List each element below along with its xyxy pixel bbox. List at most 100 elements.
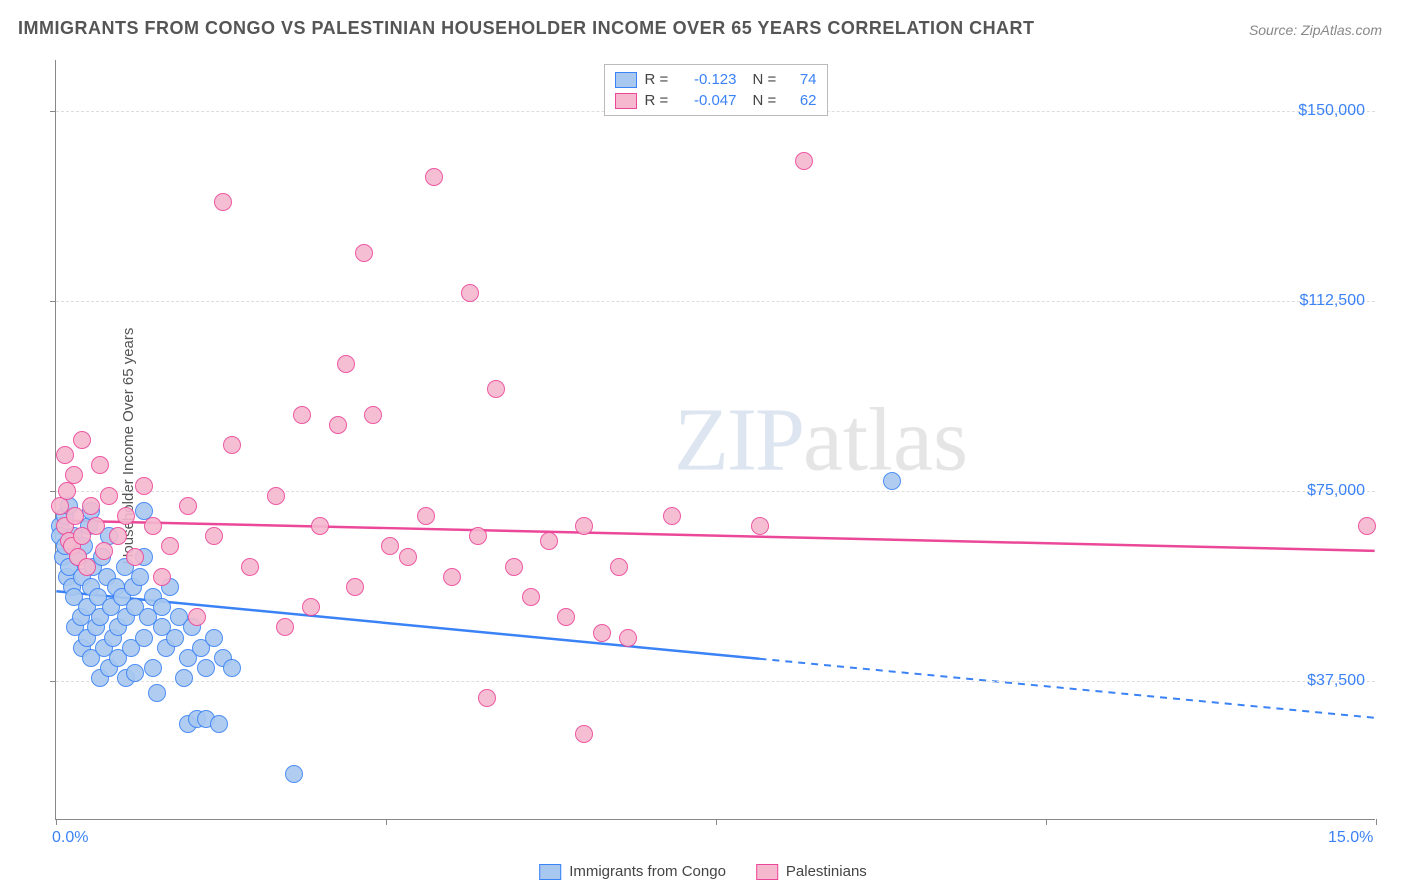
n-label: N = (753, 92, 781, 109)
scatter-point-series-0 (205, 629, 223, 647)
swatch-series-1 (756, 864, 778, 880)
scatter-point-series-1 (241, 558, 259, 576)
scatter-point-series-1 (399, 548, 417, 566)
y-tick-mark (50, 111, 56, 112)
scatter-point-series-1 (73, 431, 91, 449)
scatter-point-series-1 (329, 416, 347, 434)
scatter-point-series-1 (1358, 517, 1376, 535)
scatter-point-series-1 (91, 456, 109, 474)
chart-title: IMMIGRANTS FROM CONGO VS PALESTINIAN HOU… (18, 18, 1035, 39)
x-tick-mark (386, 819, 387, 825)
scatter-point-series-1 (276, 618, 294, 636)
scatter-point-series-1 (56, 446, 74, 464)
scatter-point-series-1 (522, 588, 540, 606)
scatter-point-series-1 (355, 244, 373, 262)
n-value-series-0: 74 (789, 71, 817, 88)
n-value-series-1: 62 (789, 92, 817, 109)
scatter-point-series-0 (285, 765, 303, 783)
scatter-point-series-1 (381, 537, 399, 555)
r-value-series-0: -0.123 (681, 71, 737, 88)
scatter-point-series-0 (135, 629, 153, 647)
scatter-point-series-1 (78, 558, 96, 576)
trend-lines-layer (56, 60, 1375, 819)
scatter-point-series-1 (126, 548, 144, 566)
scatter-point-series-0 (210, 715, 228, 733)
scatter-point-series-0 (197, 659, 215, 677)
scatter-point-series-0 (175, 669, 193, 687)
gridline (56, 491, 1375, 492)
scatter-point-series-1 (425, 168, 443, 186)
x-tick-mark (716, 819, 717, 825)
scatter-point-series-0 (223, 659, 241, 677)
scatter-point-series-1 (87, 517, 105, 535)
y-tick-label: $37,500 (1307, 672, 1365, 690)
scatter-point-series-1 (95, 542, 113, 560)
scatter-point-series-1 (100, 487, 118, 505)
trendline-dashed-series-0 (759, 659, 1374, 718)
scatter-point-series-1 (135, 477, 153, 495)
scatter-point-series-1 (302, 598, 320, 616)
scatter-point-series-1 (610, 558, 628, 576)
source-label: Source: ZipAtlas.com (1249, 22, 1382, 38)
chart-plot-area: ZIPatlas R = -0.123 N = 74 R = -0.047 N … (55, 60, 1375, 820)
r-value-series-1: -0.047 (681, 92, 737, 109)
scatter-point-series-1 (179, 497, 197, 515)
scatter-point-series-1 (337, 355, 355, 373)
scatter-point-series-1 (619, 629, 637, 647)
scatter-point-series-1 (161, 537, 179, 555)
scatter-point-series-1 (66, 507, 84, 525)
series-1-name: Palestinians (786, 863, 867, 880)
y-tick-label: $112,500 (1299, 292, 1365, 310)
gridline (56, 681, 1375, 682)
y-tick-mark (50, 681, 56, 682)
n-label: N = (753, 71, 781, 88)
scatter-point-series-0 (144, 659, 162, 677)
scatter-point-series-1 (575, 517, 593, 535)
scatter-point-series-1 (205, 527, 223, 545)
scatter-point-series-1 (267, 487, 285, 505)
scatter-point-series-1 (188, 608, 206, 626)
scatter-point-series-0 (126, 664, 144, 682)
y-tick-mark (50, 491, 56, 492)
scatter-point-series-1 (109, 527, 127, 545)
y-tick-label: $75,000 (1307, 482, 1365, 500)
scatter-point-series-0 (883, 472, 901, 490)
scatter-point-series-1 (364, 406, 382, 424)
swatch-series-1 (615, 93, 637, 109)
scatter-point-series-1 (346, 578, 364, 596)
bottom-legend: Immigrants from Congo Palestinians (539, 863, 867, 880)
x-tick-label: 0.0% (52, 829, 88, 847)
scatter-point-series-1 (443, 568, 461, 586)
scatter-point-series-1 (311, 517, 329, 535)
bottom-legend-item-0: Immigrants from Congo (539, 863, 726, 880)
scatter-point-series-1 (557, 608, 575, 626)
r-label: R = (645, 92, 673, 109)
correlation-legend-box: R = -0.123 N = 74 R = -0.047 N = 62 (604, 64, 828, 116)
scatter-point-series-0 (166, 629, 184, 647)
scatter-point-series-1 (505, 558, 523, 576)
y-tick-label: $150,000 (1298, 102, 1365, 120)
watermark: ZIPatlas (674, 388, 968, 491)
scatter-point-series-1 (82, 497, 100, 515)
scatter-point-series-0 (148, 684, 166, 702)
scatter-point-series-1 (593, 624, 611, 642)
scatter-point-series-1 (293, 406, 311, 424)
scatter-point-series-0 (131, 568, 149, 586)
bottom-legend-item-1: Palestinians (756, 863, 867, 880)
scatter-point-series-1 (144, 517, 162, 535)
r-label: R = (645, 71, 673, 88)
swatch-series-0 (615, 72, 637, 88)
scatter-point-series-1 (65, 466, 83, 484)
scatter-point-series-0 (153, 598, 171, 616)
gridline (56, 301, 1375, 302)
legend-row-series-0: R = -0.123 N = 74 (615, 69, 817, 90)
trendline-solid-series-1 (56, 520, 1374, 550)
x-tick-mark (56, 819, 57, 825)
scatter-point-series-1 (153, 568, 171, 586)
scatter-point-series-1 (417, 507, 435, 525)
x-tick-mark (1046, 819, 1047, 825)
series-0-name: Immigrants from Congo (569, 863, 726, 880)
scatter-point-series-1 (461, 284, 479, 302)
watermark-part1: ZIP (674, 390, 803, 489)
scatter-point-series-1 (487, 380, 505, 398)
